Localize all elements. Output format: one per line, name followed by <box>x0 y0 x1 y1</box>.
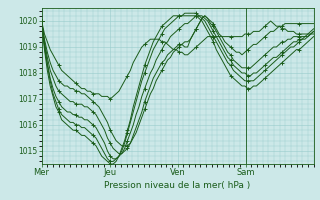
X-axis label: Pression niveau de la mer( hPa ): Pression niveau de la mer( hPa ) <box>104 181 251 190</box>
